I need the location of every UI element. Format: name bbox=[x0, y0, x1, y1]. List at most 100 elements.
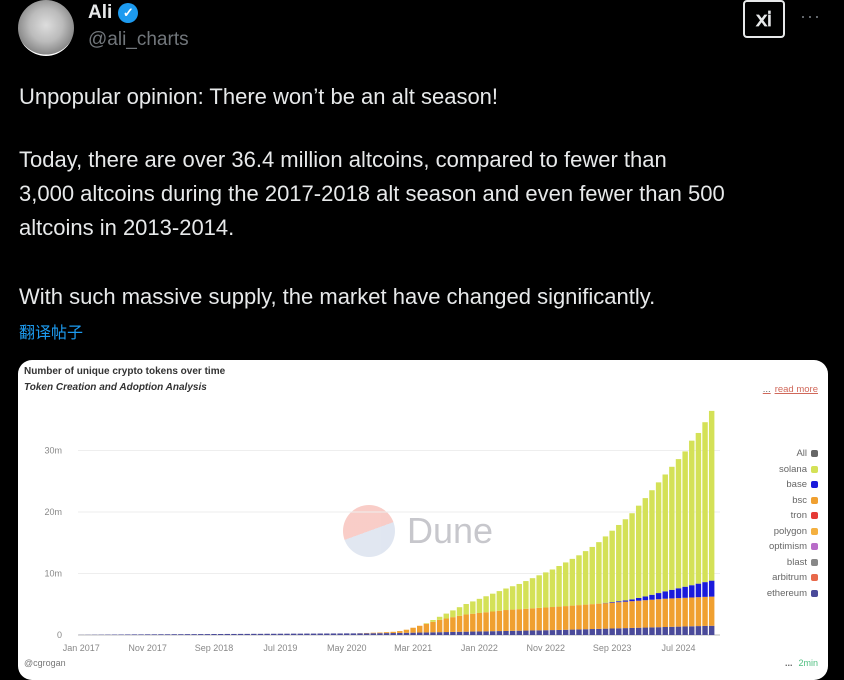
avatar[interactable] bbox=[18, 0, 74, 56]
bar-segment-ethereum bbox=[178, 634, 183, 635]
legend-label: bsc bbox=[792, 495, 807, 506]
author-name[interactable]: Ali✓ bbox=[88, 2, 138, 24]
bar-segment-bsc bbox=[609, 603, 614, 629]
bar-segment-bsc bbox=[669, 598, 674, 626]
legend-item-ethereum[interactable]: ethereum bbox=[767, 586, 818, 602]
bar-segment-ethereum bbox=[284, 634, 289, 635]
legend-item-tron[interactable]: tron bbox=[767, 508, 818, 524]
bar-segment-solana bbox=[696, 433, 701, 584]
bar-segment-ethereum bbox=[623, 628, 628, 635]
bar-segment-ethereum bbox=[663, 627, 668, 635]
bar-segment-ethereum bbox=[278, 634, 283, 635]
bar-segment-ethereum bbox=[550, 630, 555, 635]
bar-segment-bsc bbox=[457, 616, 462, 632]
more-icon[interactable]: ··· bbox=[800, 6, 821, 27]
bar-segment-solana bbox=[523, 581, 528, 609]
bar-segment-ethereum bbox=[397, 633, 402, 635]
bar-segment-solana bbox=[616, 525, 621, 601]
bar-segment-solana bbox=[649, 490, 654, 595]
x-tick-label: Nov 2022 bbox=[527, 643, 566, 653]
chart-more[interactable]: ... bbox=[785, 658, 793, 668]
bar-segment-ethereum bbox=[543, 630, 548, 635]
bar-segment-bsc bbox=[404, 630, 409, 633]
bar-segment-ethereum bbox=[377, 633, 382, 635]
bar-segment-ethereum bbox=[258, 634, 263, 635]
bar-segment-bsc bbox=[696, 597, 701, 626]
bar-segment-ethereum bbox=[523, 631, 528, 635]
bar-segment-ethereum bbox=[696, 626, 701, 635]
bar-segment-bsc bbox=[470, 614, 475, 632]
bar-segment-base bbox=[689, 585, 694, 597]
bar-segment-ethereum bbox=[437, 632, 442, 635]
bar-segment-solana bbox=[689, 441, 694, 586]
author-handle[interactable]: @ali_charts bbox=[88, 29, 189, 51]
bar-segment-solana bbox=[629, 513, 634, 599]
bar-segment-ethereum bbox=[238, 634, 243, 635]
bar-segment-bsc bbox=[643, 600, 648, 627]
bar-segment-bsc bbox=[503, 610, 508, 631]
bar-segment-base bbox=[616, 601, 621, 602]
legend-swatch-icon bbox=[811, 466, 818, 473]
bar-segment-solana bbox=[663, 474, 668, 591]
bar-segment-solana bbox=[702, 422, 707, 582]
bar-segment-ethereum bbox=[264, 634, 269, 635]
legend-item-base[interactable]: base bbox=[767, 477, 818, 493]
legend-item-solana[interactable]: solana bbox=[767, 462, 818, 478]
bar-segment-ethereum bbox=[304, 634, 309, 635]
bar-segment-bsc bbox=[590, 604, 595, 629]
bar-segment-base bbox=[643, 597, 648, 601]
tweet-text-line: altcoins in 2013-2014. bbox=[19, 211, 234, 245]
bar-segment-ethereum bbox=[430, 632, 435, 635]
bar-segment-solana bbox=[709, 411, 714, 581]
bar-segment-ethereum bbox=[576, 629, 581, 635]
bar-segment-ethereum bbox=[424, 632, 429, 635]
x-tick-label: Jan 2017 bbox=[63, 643, 100, 653]
chart-age: ...2min bbox=[785, 658, 818, 668]
bar-segment-ethereum bbox=[271, 634, 276, 635]
bar-segment-solana bbox=[590, 547, 595, 604]
bar-segment-ethereum bbox=[689, 626, 694, 635]
bar-segment-ethereum bbox=[198, 634, 203, 635]
bar-segment-ethereum bbox=[510, 631, 515, 635]
bar-segment-bsc bbox=[536, 608, 541, 630]
bar-segment-solana bbox=[490, 594, 495, 612]
bar-segment-ethereum bbox=[344, 633, 349, 635]
legend-item-polygon[interactable]: polygon bbox=[767, 524, 818, 540]
y-tick-label: 30m bbox=[44, 446, 62, 456]
bar-segment-solana bbox=[450, 610, 455, 617]
bar-segment-bsc bbox=[689, 597, 694, 626]
bar-segment-ethereum bbox=[244, 634, 249, 635]
tweet-text-line: Today, there are over 36.4 million altco… bbox=[19, 143, 667, 177]
bar-segment-base bbox=[676, 588, 681, 598]
bar-segment-ethereum bbox=[463, 632, 468, 635]
legend-item-bsc[interactable]: bsc bbox=[767, 493, 818, 509]
x-tick-label: Jul 2024 bbox=[661, 643, 695, 653]
bar-segment-solana bbox=[463, 604, 468, 614]
bar-segment-solana bbox=[563, 562, 568, 606]
bar-segment-ethereum bbox=[556, 630, 561, 635]
bar-segment-bsc bbox=[550, 607, 555, 630]
bar-segment-solana bbox=[477, 599, 482, 613]
grok-icon[interactable]: ⅺ bbox=[743, 0, 785, 38]
translate-post-link[interactable]: 翻译帖子 bbox=[19, 319, 83, 343]
bar-segment-ethereum bbox=[417, 633, 422, 635]
bar-segment-ethereum bbox=[616, 628, 621, 635]
legend-item-All[interactable]: All bbox=[767, 446, 818, 462]
chart-image-card[interactable]: Number of unique crypto tokens over time… bbox=[18, 360, 828, 680]
legend-label: optimism bbox=[769, 541, 807, 552]
legend-swatch-icon bbox=[811, 590, 818, 597]
legend-swatch-icon bbox=[811, 497, 818, 504]
legend-item-arbitrum[interactable]: arbitrum bbox=[767, 570, 818, 586]
bar-segment-base bbox=[623, 600, 628, 601]
bar-segment-ethereum bbox=[158, 634, 163, 635]
legend-item-blast[interactable]: blast bbox=[767, 555, 818, 571]
bar-segment-solana bbox=[556, 566, 561, 607]
bar-segment-ethereum bbox=[311, 634, 316, 635]
legend-label: ethereum bbox=[767, 588, 807, 599]
bar-segment-ethereum bbox=[298, 634, 303, 635]
bar-segment-base bbox=[656, 593, 661, 599]
bar-segment-bsc bbox=[523, 609, 528, 631]
legend-item-optimism[interactable]: optimism bbox=[767, 539, 818, 555]
bar-segment-bsc bbox=[649, 600, 654, 628]
bar-segment-ethereum bbox=[669, 627, 674, 635]
